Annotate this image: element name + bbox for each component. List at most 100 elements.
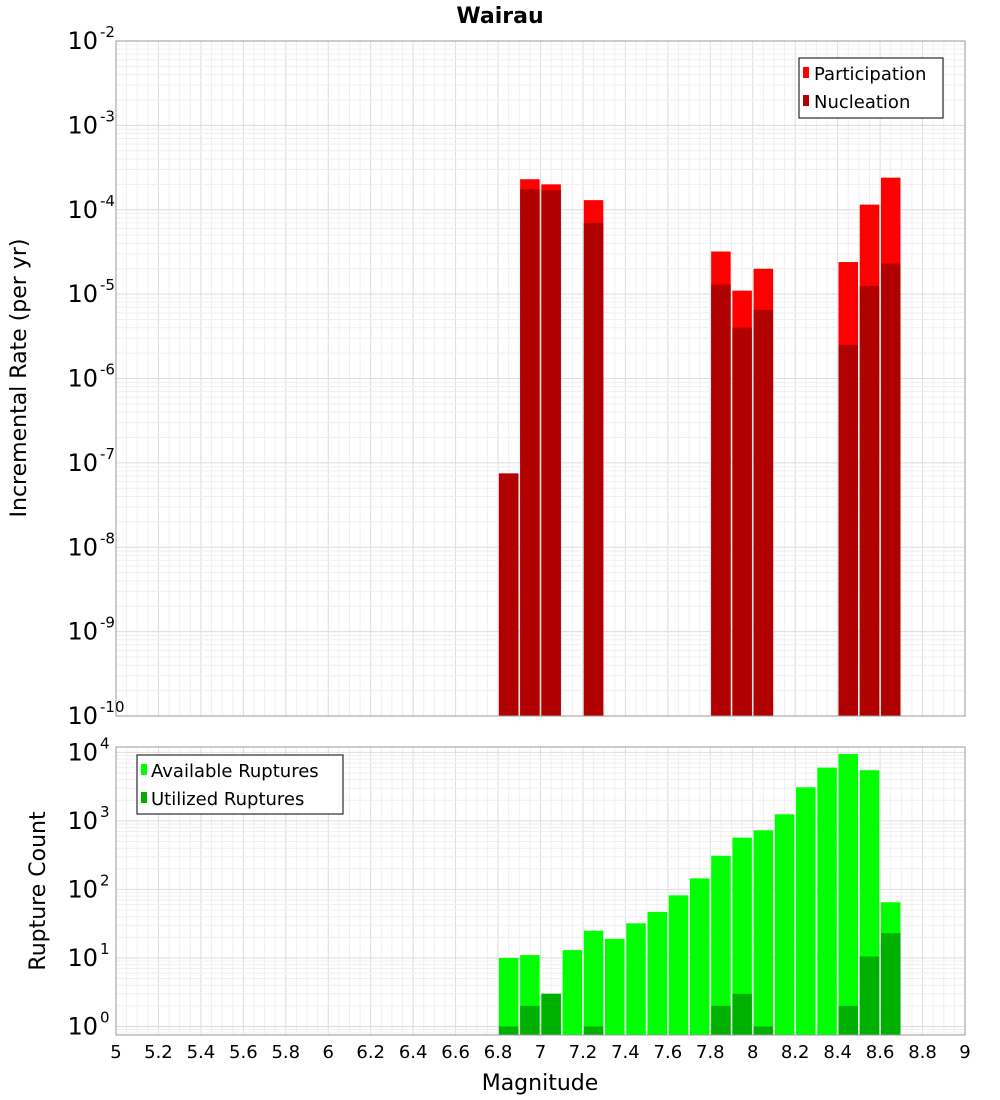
count-plot-frame [115,746,966,1036]
count-bar-available-ruptures [753,830,774,1035]
legend-label-available-ruptures: Available Ruptures [151,761,319,782]
rate-y-tick-exponent: -2 [100,23,115,41]
legend-label-utilized-ruptures: Utilized Ruptures [151,789,304,810]
rate-plot-frame [115,40,966,717]
chart-title: Wairau [456,4,543,29]
count-bar-available-ruptures [711,855,731,1035]
x-tick-label: 8.2 [781,1042,810,1063]
x-tick-label: 5.4 [187,1042,216,1063]
rate-legend-box [798,57,944,119]
count-bar-utilized-ruptures [880,933,901,1035]
count-bar-utilized-ruptures [732,993,752,1035]
count-y-tick-exponent: 1 [100,940,110,958]
count-bar-available-ruptures [732,837,752,1035]
count-bar-available-ruptures [838,753,859,1035]
count-bar-utilized-ruptures [498,1026,519,1035]
count-bar-available-ruptures [647,911,667,1035]
legend-swatch-available-ruptures [141,764,147,775]
count-y-tick-label: 10 [67,738,98,766]
count-bar-utilized-ruptures [753,1026,774,1035]
legend-swatch-utilized-ruptures [141,792,147,803]
rate-y-axis-label: Incremental Rate (per yr) [7,239,32,518]
rate-y-tick-label: 10 [67,280,98,308]
x-tick-label: 5.6 [229,1042,258,1063]
count-bar-utilized-ruptures [711,1005,731,1035]
count-x-ticks: 5 5.2 5.4 5.6 5.8 6 6.2 6.4 6.6 6.8 7 7.2 7.4 7.6 7.8 8… [110,1042,970,1063]
legend-swatch-participation [803,67,809,78]
rate-y-tick-exponent: -8 [100,529,115,547]
count-y-tick-label: 10 [67,875,98,903]
legend-label-participation: Participation [814,64,926,85]
rate-y-tick-label: 10 [67,533,98,561]
x-tick-label: 7.4 [611,1042,640,1063]
rate-y-tick-exponent: -10 [100,698,125,716]
rate-y-tick-exponent: -9 [100,614,115,632]
count-legend: Available Ruptures Utilized Ruptures [136,754,344,815]
rate-y-tick-exponent: -4 [100,192,115,210]
x-tick-label: 8 [747,1042,758,1063]
rate-y-tick-label: 10 [67,618,98,646]
count-bar-available-ruptures [689,878,710,1035]
x-tick-label: 6.8 [484,1042,513,1063]
rate-bar-nucleation [583,222,604,716]
rate-bar-nucleation [732,327,752,716]
rate-bar-nucleation [520,189,540,717]
count-bar-available-ruptures [796,787,816,1035]
x-tick-label: 5.8 [271,1042,300,1063]
x-tick-label: 5.2 [144,1042,173,1063]
rate-y-tick-label: 10 [67,365,98,393]
x-tick-label: 5 [110,1042,121,1063]
rate-bars [498,177,901,717]
rate-y-tick-label: 10 [67,111,98,139]
x-tick-label: 7 [535,1042,546,1063]
count-bar-utilized-ruptures [583,1026,604,1035]
x-tick-label: 6.2 [356,1042,385,1063]
rate-bar-nucleation [859,285,880,716]
rate-bar-nucleation [711,284,731,716]
x-tick-label: 8.8 [908,1042,937,1063]
legend-label-nucleation: Nucleation [814,92,910,113]
count-bar-available-ruptures [498,957,519,1035]
count-bar-available-ruptures [583,930,604,1035]
rate-y-tick-exponent: -6 [100,361,115,379]
rate-bar-nucleation [880,263,901,716]
legend-swatch-nucleation [803,95,809,106]
rate-bar-nucleation [541,190,561,716]
rate-y-tick-label: 10 [67,449,98,477]
count-bar-utilized-ruptures [520,1005,540,1035]
x-tick-label: 6.4 [399,1042,428,1063]
count-bar-available-ruptures [605,938,625,1035]
count-bar-available-ruptures [668,895,689,1035]
x-tick-label: 8.4 [823,1042,852,1063]
rate-grid [115,40,966,717]
count-bar-available-ruptures [817,767,837,1035]
count-y-tick-label: 10 [67,807,98,835]
x-tick-label: 7.6 [654,1042,683,1063]
rate-y-tick-exponent: -7 [100,445,115,463]
count-y-axis-label: Rupture Count [26,811,51,971]
x-axis-label: Magnitude [482,1071,599,1096]
rate-y-tick-label: 10 [67,196,98,224]
x-tick-label: 8.6 [866,1042,895,1063]
x-tick-label: 9 [959,1042,970,1063]
rate-bar-nucleation [838,344,859,716]
count-y-tick-exponent: 4 [100,734,110,752]
count-bar-available-ruptures [562,950,583,1035]
x-tick-label: 7.8 [696,1042,725,1063]
count-y-tick-exponent: 2 [100,871,110,889]
rate-y-tick-exponent: -3 [100,107,115,125]
count-y-tick-exponent: 3 [100,803,110,821]
count-bar-utilized-ruptures [838,1005,859,1035]
count-y-tick-label: 10 [67,944,98,972]
count-y-tick-label: 10 [67,1012,98,1040]
count-bar-available-ruptures [774,814,795,1035]
rate-y-tick-exponent: -5 [100,276,115,294]
x-tick-label: 6 [323,1042,334,1063]
count-bar-utilized-ruptures [859,956,880,1035]
rate-y-tick-label: 10 [67,702,98,730]
rate-y-tick-label: 10 [67,27,98,55]
